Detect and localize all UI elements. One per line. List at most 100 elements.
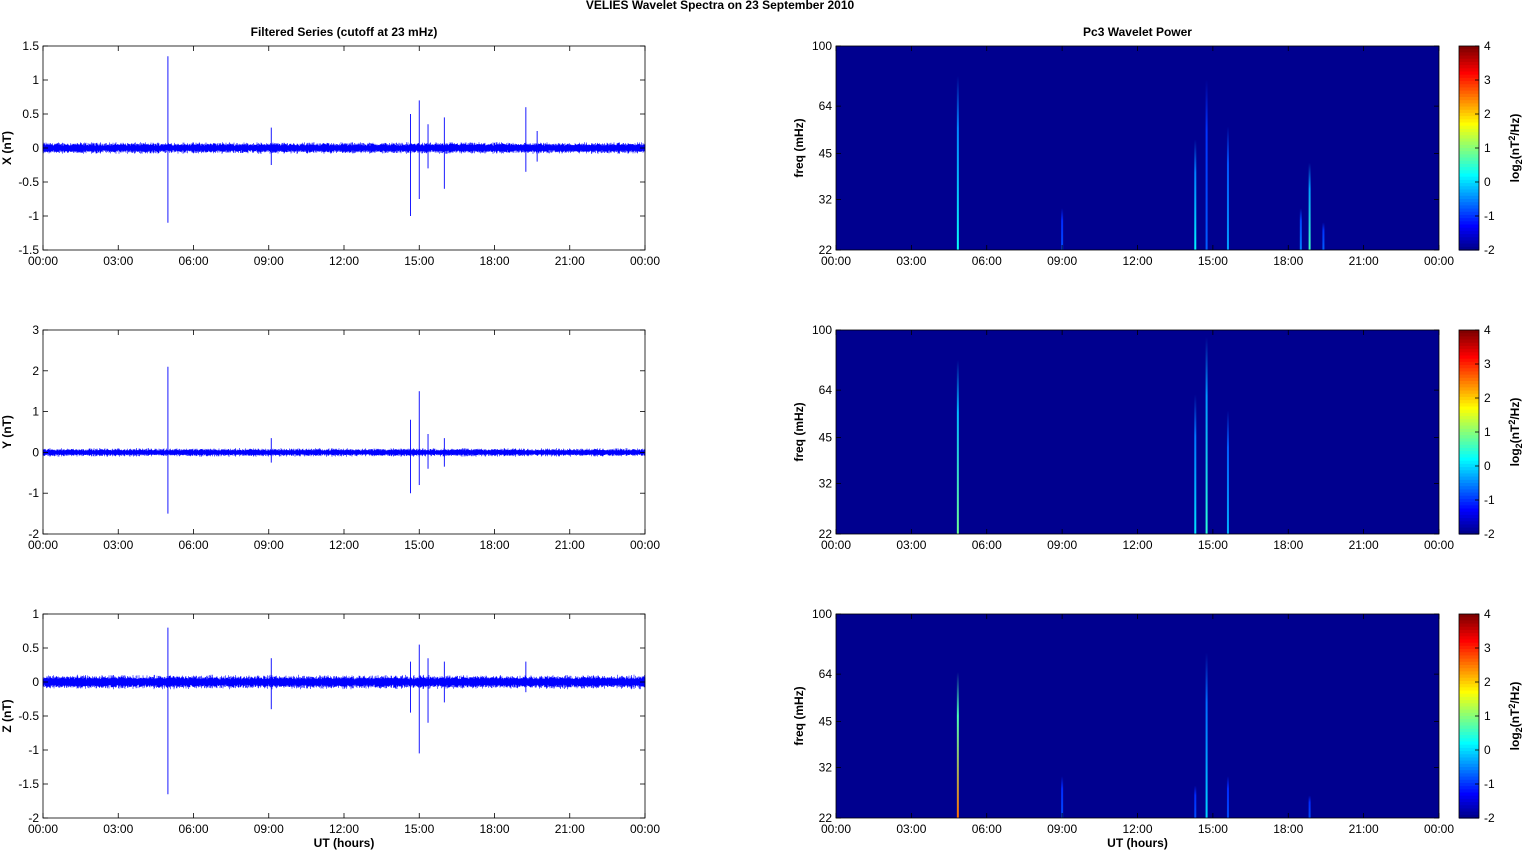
x-tick-label: 09:00 (254, 254, 284, 268)
x-tick-label: 21:00 (1349, 538, 1379, 552)
x-tick-label: 00:00 (28, 822, 58, 836)
colorbar-segment (1459, 483, 1479, 487)
colorbar-segment (1459, 396, 1479, 401)
y-tick-label: 64 (819, 383, 833, 397)
colorbar-segment (1459, 234, 1479, 238)
spectrum-streak (956, 76, 959, 250)
x-tick-label: 00:00 (630, 254, 660, 268)
figure-title: VELIES Wavelet Spectra on 23 September 2… (586, 0, 855, 12)
x-tick-label: 12:00 (329, 254, 359, 268)
x-tick-label: 12:00 (1122, 538, 1152, 552)
colorbar-segment (1459, 68, 1479, 73)
colorbar-segment (1459, 763, 1479, 768)
colorbar-segment (1459, 665, 1479, 669)
y-tick-label: 1 (32, 607, 39, 621)
colorbar-segment (1459, 649, 1479, 653)
colorbar-tick-label: 2 (1484, 675, 1491, 689)
colorbar-segment (1459, 642, 1479, 647)
colorbar-segment (1459, 684, 1479, 688)
y-tick-label: 1 (32, 405, 39, 419)
colorbar-segment (1459, 467, 1479, 471)
spectrum-streak (956, 360, 959, 534)
x-tick-label: 00:00 (1424, 538, 1454, 552)
colorbar-segment (1459, 779, 1479, 784)
colorbar-label-part: log (1508, 448, 1522, 466)
colorbar-segment (1459, 425, 1479, 430)
x-tick-label: 09:00 (1047, 538, 1077, 552)
colorbar-segment (1459, 508, 1479, 513)
colorbar-segment (1459, 186, 1479, 191)
y-tick-label: -1 (28, 209, 39, 223)
y-tick-label: 22 (819, 811, 833, 825)
colorbar-tick-label: 4 (1484, 323, 1491, 337)
colorbar-segment (1459, 119, 1479, 124)
colorbar-segment (1459, 444, 1479, 449)
colorbar-segment (1459, 387, 1479, 392)
colorbar-segment (1459, 626, 1479, 631)
x-axis-label: UT (hours) (1107, 836, 1168, 850)
y-tick-label: 45 (819, 147, 833, 161)
colorbar-segment (1459, 617, 1479, 621)
x-tick-label: 12:00 (1122, 822, 1152, 836)
colorbar-segment (1459, 87, 1479, 92)
colorbar-segment (1459, 633, 1479, 637)
colorbar-segment (1459, 498, 1479, 503)
colorbar-segment (1459, 805, 1479, 810)
spectrum-streak (1205, 336, 1208, 534)
x-tick-label: 06:00 (972, 254, 1002, 268)
spectrum-streak (1226, 776, 1229, 818)
x-tick-label: 18:00 (1273, 254, 1303, 268)
colorbar-segment (1459, 49, 1479, 53)
colorbar-segment (1459, 460, 1479, 465)
colorbar-segment (1459, 160, 1479, 165)
colorbar-segment (1459, 211, 1479, 216)
y-tick-label: 100 (812, 607, 832, 621)
colorbar-segment (1459, 151, 1479, 155)
x-tick-label: 03:00 (896, 822, 926, 836)
spectrum-streak (1308, 795, 1311, 818)
colorbar-segment (1459, 722, 1479, 727)
colorbar-segment (1459, 132, 1479, 136)
colorbar-tick-label: 1 (1484, 425, 1491, 439)
y-tick-label: 0 (32, 141, 39, 155)
colorbar-segment (1459, 202, 1479, 206)
colorbar-segment (1459, 135, 1479, 140)
colorbar-tick-label: 1 (1484, 141, 1491, 155)
colorbar-segment (1459, 623, 1479, 628)
colorbar-segment (1459, 432, 1479, 436)
colorbar-segment (1459, 696, 1479, 701)
line-panel-2: 1 0.5 0 -0.5 -1 -1.5 -2 Z (nT) 00:00 03:00 06:00 09… (0, 607, 660, 850)
colorbar-segment (1459, 419, 1479, 424)
y-tick-label: 1 (32, 73, 39, 87)
colorbar-segment (1459, 527, 1479, 532)
y-tick-label: -0.5 (18, 709, 39, 723)
panel-title: Filtered Series (cutoff at 23 mHz) (251, 25, 438, 39)
colorbar-segment (1459, 195, 1479, 200)
colorbar-segment (1459, 435, 1479, 439)
colorbar-segment (1459, 77, 1479, 82)
colorbar-segment (1459, 693, 1479, 698)
colorbar-segment (1459, 438, 1479, 443)
colorbar-segment (1459, 163, 1479, 168)
colorbar-segment (1459, 148, 1479, 152)
colorbar-segment (1459, 365, 1479, 369)
x-tick-label: 03:00 (896, 538, 926, 552)
colorbar-segment (1459, 154, 1479, 159)
y-tick-label: 1.5 (22, 39, 39, 53)
colorbar-segment (1459, 128, 1479, 133)
colorbar-segment (1459, 400, 1479, 404)
x-tick-label: 03:00 (896, 254, 926, 268)
y-tick-label: 32 (819, 761, 833, 775)
colorbar-segment (1459, 199, 1479, 203)
x-tick-label: 15:00 (1198, 254, 1228, 268)
colorbar-segment (1459, 173, 1479, 178)
colorbar-segment (1459, 361, 1479, 366)
colorbar-segment (1459, 808, 1479, 813)
y-tick-label: -1 (28, 486, 39, 500)
colorbar-segment (1459, 731, 1479, 736)
panels: 1.5 1 0.5 0 -0.5 -1 -1.5 X (nT) 00:00 03:00 06:00 0… (0, 25, 1524, 850)
y-tick-label: 100 (812, 323, 832, 337)
